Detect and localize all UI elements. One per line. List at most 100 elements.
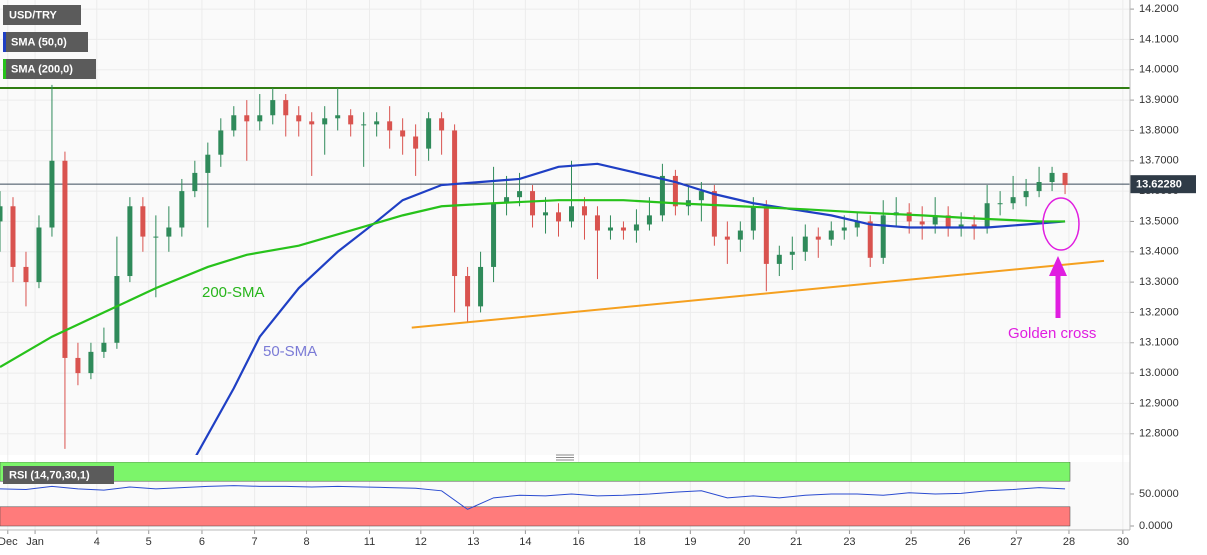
candle-body [426,118,432,149]
candle-body [465,276,471,307]
candle-body [672,175,678,207]
candle-body [633,224,639,231]
candle-body [711,191,717,237]
candle-body [932,215,938,225]
candle-body [854,221,860,228]
candle-body [114,276,120,343]
x-tick-label: 23 [843,536,855,548]
legend-box [3,5,81,25]
x-tick-label: 14 [519,536,531,548]
x-tick-label: 7 [252,536,258,548]
arrow-head [1049,256,1067,276]
x-tick-label: 8 [303,536,309,548]
rsi-title: RSI (14,70,30,1) [9,469,90,481]
legend-box [3,466,114,484]
legend-box [3,32,88,52]
x-tick-label: Jan [26,536,44,548]
candle-body [776,254,782,264]
rsi-band [0,506,1071,527]
candle-body [698,191,704,201]
candle-body [205,154,211,173]
candle-body [88,351,94,374]
y-tick-label: 12.9000 [1139,397,1179,409]
candle-body [452,130,458,277]
x-tick-label: 27 [1010,536,1022,548]
candle-body [127,206,133,277]
last-price-tag [1130,175,1196,194]
candle-body [75,357,81,374]
candle-body [958,224,964,228]
x-tick-label: Dec [0,536,18,548]
candle-body [1010,197,1016,204]
x-tick-label: 11 [364,536,375,548]
candle-body [750,206,756,231]
legend-box [3,59,96,79]
candle-body [815,236,821,240]
candle-body [504,197,510,204]
y-tick-label: 13.7000 [1139,155,1179,167]
x-tick-label: 12 [415,536,427,548]
candle-body [568,206,574,222]
x-tick-label: 16 [573,536,585,548]
candle-body [101,342,107,352]
candle-body [231,115,237,131]
candle-body [594,215,600,231]
candle-body [153,236,159,238]
x-tick-label: 5 [146,536,152,548]
candle-body [309,121,315,125]
candle-body [789,251,795,255]
y-tick-label: 13.1000 [1139,337,1179,349]
candle-body [257,115,263,122]
legend: USD/TRY SMA (50,0) SMA (200,0) RSI (14,7… [3,5,114,484]
x-tick-label: 28 [1063,536,1075,548]
x-tick-label: 6 [199,536,205,548]
candle-body [1023,191,1029,198]
candle-body [906,212,912,222]
annotation: 50-SMA [263,343,317,360]
annotation: Golden cross [1008,325,1096,342]
x-tick-label: 4 [94,536,100,548]
candle-body [867,221,873,258]
x-tick-label: 26 [958,536,970,548]
candle-body [361,124,367,126]
y-tick-label: 13.2000 [1139,306,1179,318]
candle-body [802,236,808,252]
rsi-line [0,485,1066,510]
candle-body [166,227,172,237]
candle-body [919,221,925,225]
y-tick-label: 50.0000 [1139,488,1179,500]
candle-body [400,130,406,137]
rsi-band [0,462,1071,482]
last-price-label: 13.62280 [1136,179,1182,191]
candle-body [659,175,665,216]
candle-body [581,206,587,216]
legend-label: SMA (200,0) [11,63,73,75]
x-tick-label: 25 [905,536,917,548]
y-tick-label: 13.9000 [1139,94,1179,106]
x-tick-label: 13 [467,536,479,548]
candle-body [737,230,743,240]
candle-body [140,206,146,237]
candle-body [62,160,68,358]
candle-body [478,266,484,307]
legend-label: SMA (50,0) [11,36,67,48]
candle-body [36,227,42,283]
candle-body [179,191,185,228]
candle-body [270,100,276,116]
candle-body [984,203,990,228]
annotation: 200-SMA [202,284,265,301]
pane-handle[interactable] [556,454,574,461]
x-tick-label: 19 [684,536,696,548]
sma-line [0,199,1066,368]
y-tick-label: 14.0000 [1139,64,1179,76]
candle-body [646,215,652,225]
candle-body [945,215,951,228]
y-tick-label: 13.5000 [1139,215,1179,227]
legend-label: USD/TRY [9,9,58,21]
y-tick-label: 13.4000 [1139,246,1179,258]
candle-body [880,215,886,258]
candle-body [1062,172,1068,186]
candle-body [556,212,562,222]
candle-body [413,136,419,149]
